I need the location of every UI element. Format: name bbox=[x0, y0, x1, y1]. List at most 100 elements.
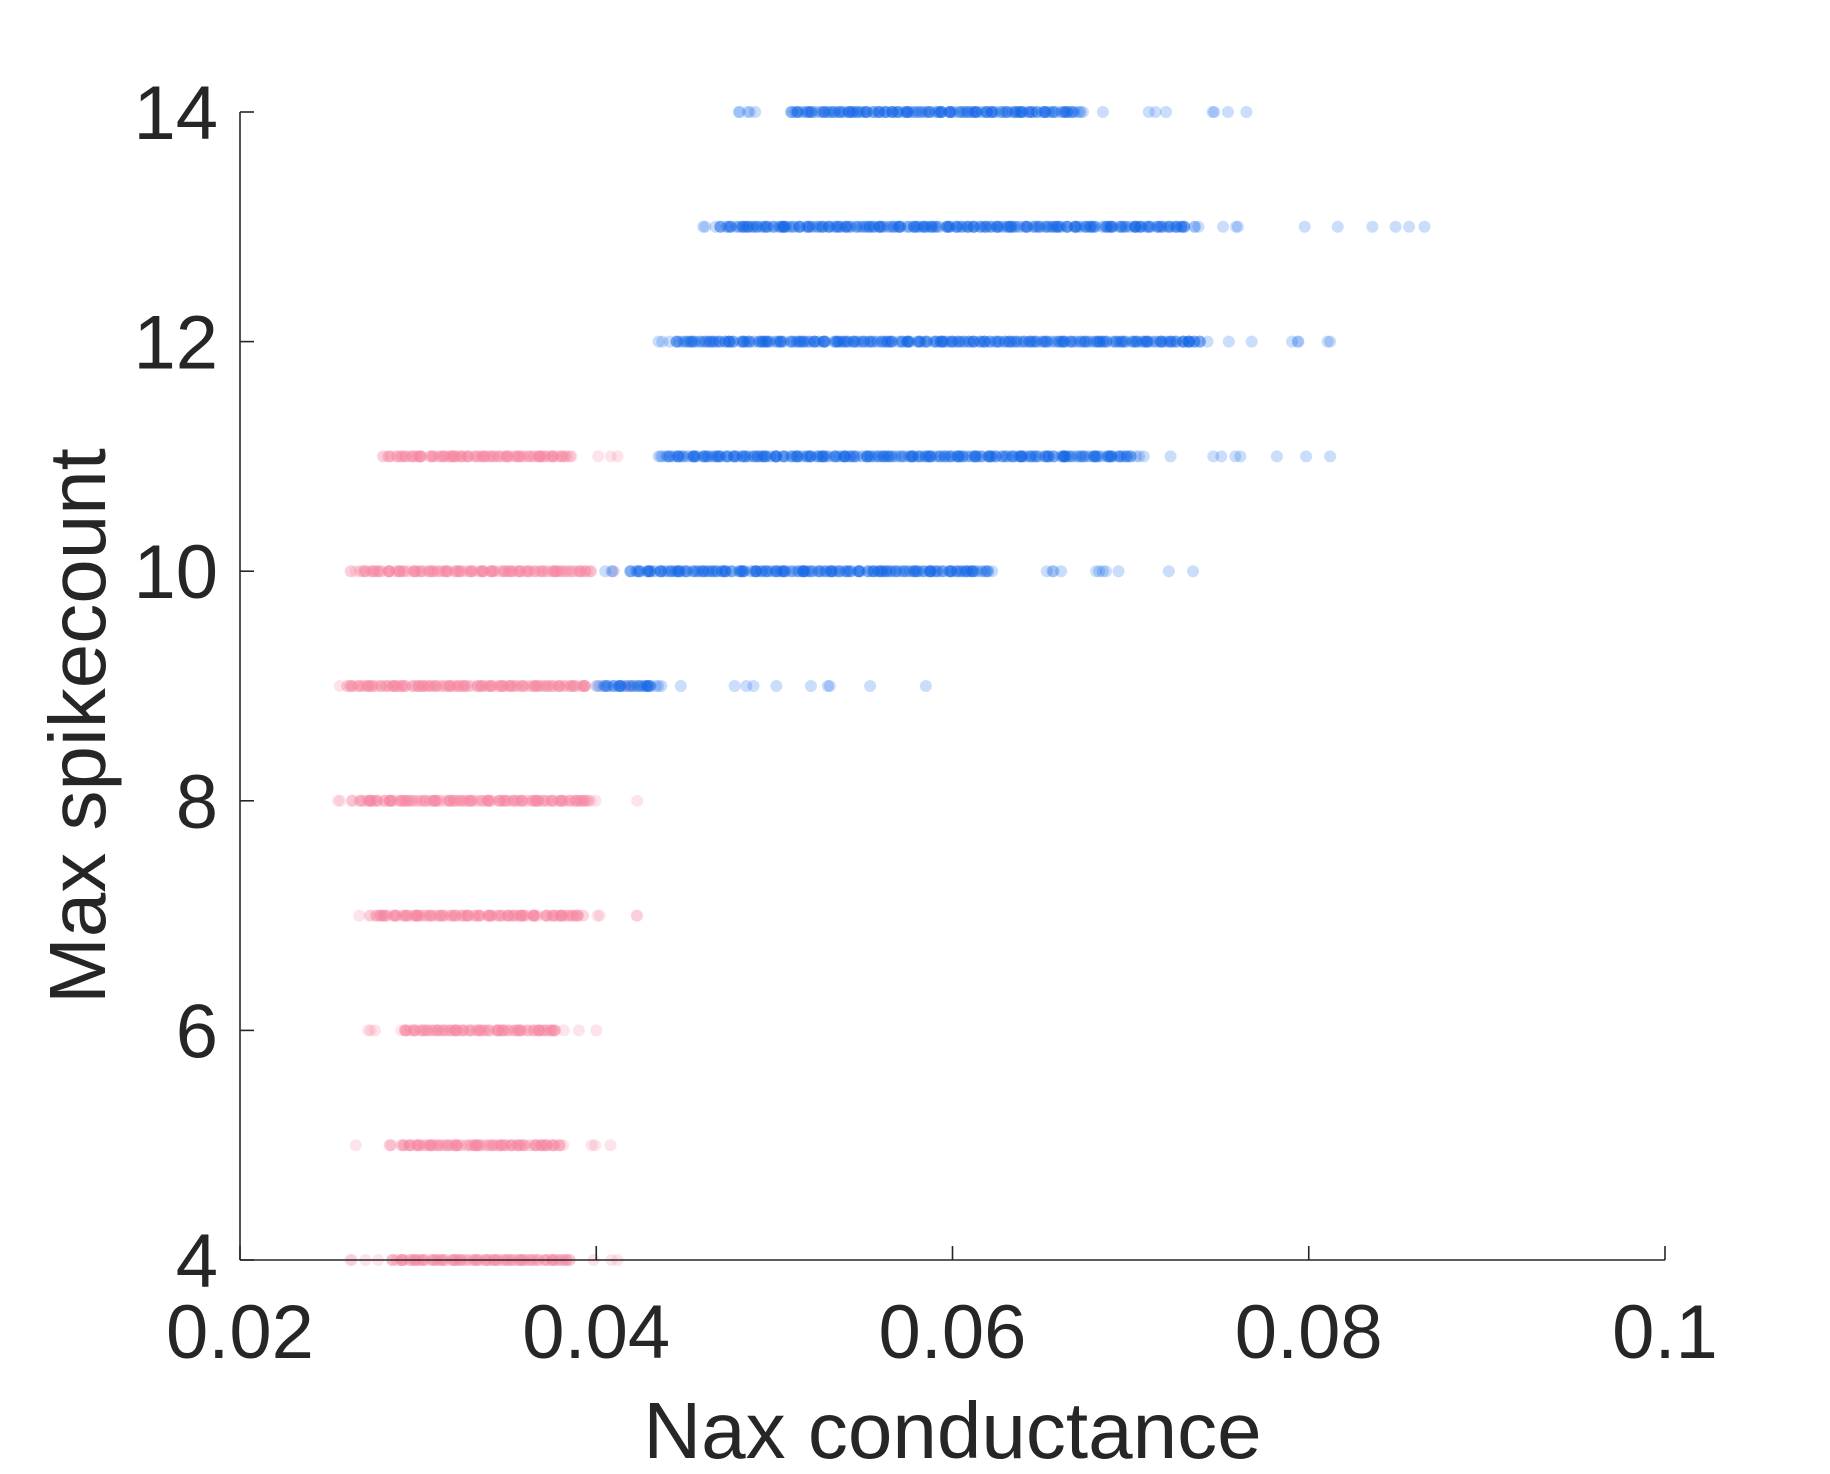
data-point bbox=[396, 565, 409, 578]
data-point bbox=[771, 335, 784, 348]
data-point bbox=[513, 450, 526, 463]
data-point bbox=[420, 1139, 432, 1152]
data-point bbox=[1183, 335, 1196, 348]
data-point bbox=[582, 794, 595, 807]
series-pink-row-5 bbox=[349, 1139, 617, 1152]
data-point bbox=[652, 450, 665, 463]
data-point bbox=[575, 565, 587, 578]
data-point bbox=[1060, 220, 1073, 233]
data-point bbox=[542, 450, 555, 463]
data-point bbox=[945, 565, 958, 578]
data-point bbox=[527, 909, 540, 922]
x-tick-label: 0.08 bbox=[1235, 1290, 1383, 1375]
data-point bbox=[641, 565, 654, 578]
data-point bbox=[876, 335, 888, 348]
data-point bbox=[732, 106, 745, 118]
data-point bbox=[752, 335, 765, 348]
data-point bbox=[417, 1139, 430, 1152]
data-point bbox=[1014, 106, 1027, 118]
data-point bbox=[425, 565, 437, 578]
data-point bbox=[631, 909, 644, 922]
data-point bbox=[1100, 565, 1112, 578]
data-point bbox=[1071, 450, 1084, 463]
data-point bbox=[520, 1024, 533, 1037]
data-point bbox=[777, 565, 790, 578]
y-tick-label: 6 bbox=[176, 989, 218, 1074]
data-point bbox=[777, 335, 790, 348]
data-point bbox=[950, 220, 962, 233]
data-point bbox=[396, 909, 409, 922]
data-point bbox=[854, 565, 867, 578]
data-point bbox=[432, 450, 445, 463]
data-point bbox=[810, 220, 823, 233]
data-point bbox=[1119, 335, 1132, 348]
data-point bbox=[1053, 335, 1066, 348]
data-point bbox=[980, 220, 993, 233]
data-point bbox=[900, 106, 913, 118]
series-pink-row-6 bbox=[362, 1024, 603, 1037]
data-point bbox=[641, 680, 654, 692]
data-point bbox=[476, 565, 489, 578]
data-point bbox=[736, 565, 749, 578]
data-point bbox=[578, 680, 591, 692]
data-point bbox=[642, 565, 655, 578]
data-point bbox=[930, 220, 943, 233]
data-point bbox=[1007, 220, 1020, 233]
data-point bbox=[929, 335, 942, 348]
data-point bbox=[1128, 220, 1141, 233]
data-point bbox=[969, 450, 982, 463]
data-point bbox=[483, 680, 496, 692]
data-point bbox=[471, 680, 484, 692]
data-point bbox=[500, 565, 512, 578]
data-point bbox=[444, 1024, 457, 1037]
data-point bbox=[1058, 335, 1071, 348]
data-point bbox=[464, 1024, 477, 1037]
data-point bbox=[1058, 450, 1071, 463]
data-point bbox=[1115, 335, 1128, 348]
data-point bbox=[547, 680, 560, 692]
data-point bbox=[867, 220, 880, 233]
data-point bbox=[756, 565, 769, 578]
data-point bbox=[932, 106, 945, 118]
data-point bbox=[460, 1139, 473, 1152]
data-point bbox=[443, 680, 456, 692]
data-point bbox=[1082, 220, 1095, 233]
data-point bbox=[398, 680, 411, 692]
data-point bbox=[873, 450, 886, 463]
data-point bbox=[1038, 106, 1051, 118]
data-point bbox=[814, 450, 827, 463]
data-point bbox=[1366, 220, 1379, 233]
data-point bbox=[364, 909, 377, 922]
data-point bbox=[474, 1139, 487, 1152]
data-point bbox=[584, 565, 597, 578]
data-point bbox=[584, 794, 597, 807]
data-point bbox=[509, 909, 522, 922]
data-point bbox=[682, 335, 694, 348]
data-point bbox=[546, 450, 559, 463]
data-point bbox=[625, 680, 638, 692]
data-point bbox=[1014, 450, 1027, 463]
data-point bbox=[875, 565, 888, 578]
data-point bbox=[1019, 450, 1032, 463]
data-point bbox=[532, 450, 545, 463]
data-point bbox=[450, 1024, 463, 1037]
data-point bbox=[919, 680, 932, 692]
data-point bbox=[709, 220, 722, 233]
data-point bbox=[1136, 335, 1149, 348]
data-point bbox=[334, 794, 346, 807]
data-point bbox=[473, 909, 486, 922]
data-point bbox=[408, 1024, 421, 1037]
data-point bbox=[697, 565, 710, 578]
data-point bbox=[919, 450, 932, 463]
data-point bbox=[731, 450, 744, 463]
data-point bbox=[855, 335, 868, 348]
data-point bbox=[345, 680, 358, 692]
data-point bbox=[992, 335, 1005, 348]
data-point bbox=[557, 1024, 570, 1037]
data-point bbox=[440, 680, 453, 692]
data-point bbox=[869, 450, 882, 463]
data-point bbox=[860, 450, 873, 463]
data-point bbox=[993, 106, 1006, 118]
data-point bbox=[395, 450, 408, 463]
data-point bbox=[754, 335, 766, 348]
